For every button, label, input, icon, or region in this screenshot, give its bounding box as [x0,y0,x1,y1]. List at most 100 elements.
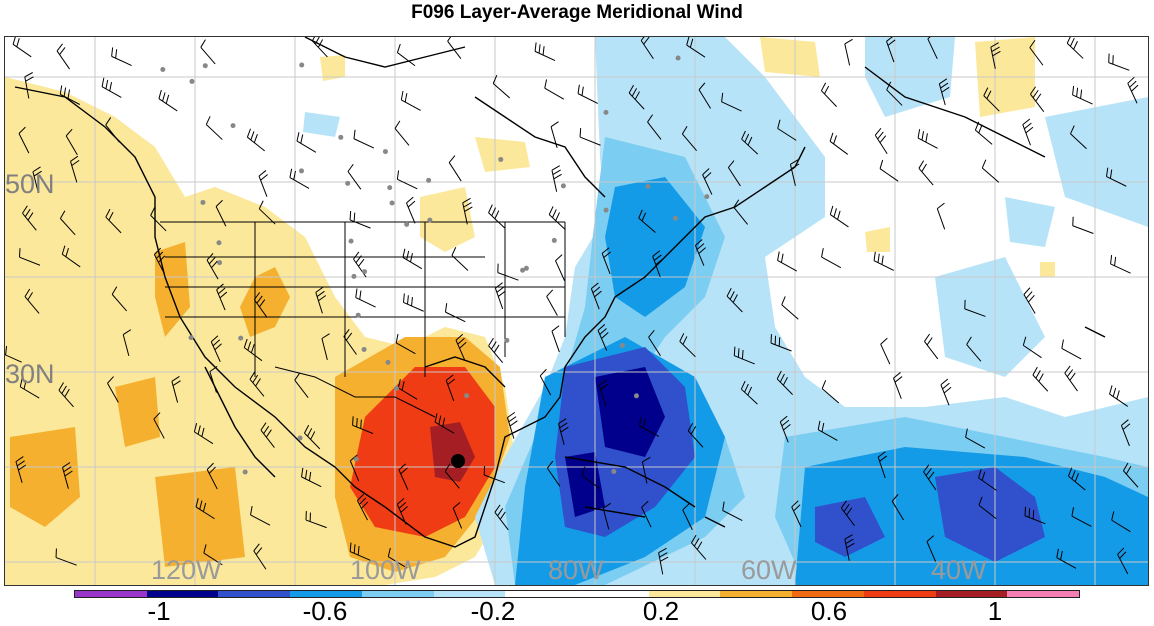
observation-dot [603,110,608,115]
wind-barb [982,160,999,183]
wind-barb [401,91,420,110]
wind-barb [395,121,409,146]
wind-barb [778,252,797,271]
observation-dot [189,79,194,84]
wind-barb [975,122,992,145]
wind-barb [403,294,423,312]
observation-dot [383,149,388,154]
observation-dot [203,63,208,68]
colorbar-swatch [505,591,577,597]
observation-dot [387,185,392,190]
wind-barb [489,205,505,228]
observation-dot [604,208,609,213]
wind-barb [549,206,565,229]
wind-barb [13,37,31,57]
wind-barb [919,161,933,185]
colorbar-tick: -0.6 [303,598,348,624]
observation-dot [351,274,356,279]
wind-barb [1073,86,1093,104]
observation-dot [552,238,557,243]
wind-barb [552,326,559,352]
wind-barb [354,130,374,148]
wind-barb [547,290,558,316]
wind-barb [580,128,600,145]
observation-dot [299,63,304,68]
wind-barb [259,170,268,196]
wind-barb [1109,54,1130,71]
observation-dot [299,168,304,173]
wind-barb [297,132,316,152]
lon-label-60w: 60W [741,557,797,584]
observation-dot [217,260,222,265]
wind-barb [1073,217,1094,234]
observation-dot [243,470,248,475]
wind-barb [1062,340,1081,359]
wind-barb [1065,366,1078,391]
wind-barb [535,42,555,60]
wind-barb [941,379,951,405]
observation-dot [216,240,221,245]
observation-dot [238,336,243,341]
wind-barb [830,206,848,227]
observation-dot [385,360,390,365]
observation-dot [464,393,469,398]
wind-barb [403,249,422,269]
wind-barb [1111,255,1131,273]
wind-barb [1067,37,1083,58]
observation-dot [231,123,236,128]
wind-barb [1023,119,1033,145]
wind-barb [201,40,215,64]
wind-barb [397,44,415,66]
wind-barb [845,39,853,65]
observation-dot [200,200,205,205]
wind-barb [1033,367,1048,391]
lon-label-100w: 100W [350,557,421,584]
observation-dot [349,239,354,244]
wind-barb [782,296,799,319]
wind-barb [924,334,937,359]
wind-barb [159,90,177,111]
observation-dot [611,469,616,474]
wind-barb [552,166,562,192]
wind-barb [498,264,519,281]
wind-barb [830,133,848,155]
lat-label-30n: 30N [5,361,55,388]
colorbar-swatch [1007,591,1079,597]
wind-barb [545,79,564,99]
observation-dot [673,216,678,221]
colorbar-tick: 0.2 [643,598,679,624]
observation-dot [620,343,625,348]
observation-dot [189,335,194,340]
map-title: F096 Layer-Average Meridional Wind [0,0,1154,28]
wind-barb [445,303,465,321]
observation-dot [524,266,529,271]
colorbar-swatch [75,591,147,597]
wind-barb [449,156,461,181]
wind-barb [881,338,890,364]
lon-label-40w: 40W [931,557,987,584]
colorbar-tick: 0.6 [811,598,847,624]
colorbar-swatch [577,591,649,597]
lon-label-80w: 80W [548,557,604,584]
colorbar-swatch [218,591,290,597]
wind-barb [57,44,70,69]
observation-dot [498,157,503,162]
observation-dot [298,435,303,440]
observation-dot [354,457,359,462]
observation-dot [504,338,509,343]
colorbar-swatch [720,591,792,597]
meridional-wind-map [5,37,1148,585]
wind-barb [247,129,264,151]
lat-label-50n: 50N [5,171,55,198]
storm-center-marker [451,454,465,468]
wind-barb [493,75,510,98]
wind-barb [918,129,937,148]
observation-dot [390,200,395,205]
wind-barb [206,116,222,139]
observation-dot [676,56,681,61]
colorbar-swatch [864,591,936,597]
observation-dot [404,222,409,227]
observation-dot [356,313,361,318]
observation-dot [160,67,165,72]
wind-barb [406,197,415,223]
